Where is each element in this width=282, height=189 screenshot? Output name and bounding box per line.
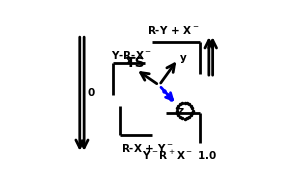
Text: Y-R-X$^-$: Y-R-X$^-$ bbox=[111, 49, 152, 60]
Text: y: y bbox=[180, 53, 187, 63]
Text: 0: 0 bbox=[88, 88, 95, 98]
Text: z: z bbox=[177, 106, 183, 116]
Text: R-Y + X$^-$: R-Y + X$^-$ bbox=[147, 24, 200, 36]
Text: x: x bbox=[126, 56, 133, 66]
Text: R-X + Y$^-$: R-X + Y$^-$ bbox=[121, 142, 174, 154]
Text: Y$^-$R$^+$X$^-$ 1.0: Y$^-$R$^+$X$^-$ 1.0 bbox=[142, 149, 217, 162]
Text: TS: TS bbox=[125, 57, 145, 70]
